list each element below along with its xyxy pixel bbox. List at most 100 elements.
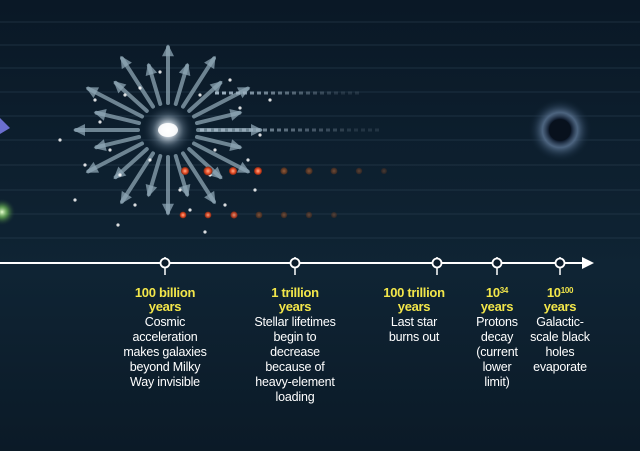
arrow-head — [145, 62, 158, 77]
expansion-arrow — [120, 56, 155, 109]
fading-stars-row — [179, 211, 337, 219]
star-dot — [268, 98, 272, 102]
expansion-arrow — [181, 56, 216, 109]
star-circle — [381, 168, 387, 174]
star-circle — [181, 167, 189, 175]
trail-segment — [277, 128, 281, 132]
milestone-year: 100 billion years — [134, 285, 196, 314]
milestone-description: Galactic- scale black holes evaporate — [530, 315, 590, 374]
tick-marker — [431, 257, 443, 269]
trail-segment — [291, 128, 295, 132]
expansion-arrow — [120, 151, 155, 204]
tick-marker — [491, 257, 503, 269]
tick-marker — [159, 257, 171, 269]
trail-segment — [257, 91, 261, 95]
star-circle — [255, 211, 263, 219]
trail-segment — [284, 128, 288, 132]
trail-segment — [305, 128, 309, 132]
star-circle — [230, 211, 238, 219]
trail-segment — [229, 91, 233, 95]
arrow-head — [85, 87, 100, 99]
star-dot — [228, 78, 232, 82]
trail-segment — [222, 91, 226, 95]
milestone-description: Last star burns out — [388, 315, 440, 344]
expansion-arrow — [86, 141, 145, 174]
star-circle — [330, 167, 338, 175]
timeline-ticks — [159, 257, 566, 275]
star-dot — [246, 158, 250, 162]
star-dot — [73, 198, 77, 202]
arrow-head — [162, 44, 174, 57]
arrow-head — [229, 139, 243, 151]
star-circle — [204, 211, 212, 219]
arrow-head — [236, 161, 251, 173]
trail-segment — [249, 128, 253, 132]
trail-segment — [340, 128, 344, 132]
trail-segment — [368, 128, 372, 132]
star-dot — [133, 203, 137, 207]
star-dot — [238, 106, 242, 110]
arrow-head — [113, 80, 127, 94]
trail-segment — [242, 128, 246, 132]
trail-segment — [355, 91, 359, 95]
arrow-head — [162, 203, 174, 216]
star-circle — [305, 167, 313, 175]
red-stars-row — [181, 166, 387, 176]
trail-segment — [200, 128, 204, 132]
star-circle — [331, 212, 337, 218]
trail-segment — [263, 128, 267, 132]
trail-segment — [361, 128, 365, 132]
trail-segment — [347, 128, 351, 132]
milestone-year: 1034 years — [480, 285, 514, 314]
tick-marker — [289, 257, 301, 269]
milestone-100-billion: 100 billion years Cosmic acceleration ma… — [123, 285, 207, 390]
star-circle — [280, 167, 288, 175]
star-circle — [203, 166, 213, 176]
arrow-head — [120, 190, 132, 205]
trail-segment — [292, 91, 296, 95]
star-dot — [203, 230, 207, 234]
trail-segment — [221, 128, 225, 132]
trail-segment — [327, 91, 331, 95]
star-dot — [58, 138, 62, 142]
star-dot — [148, 158, 152, 162]
trail-segment — [333, 128, 337, 132]
milestone-description: Cosmic acceleration makes galaxies beyon… — [123, 315, 207, 389]
trail-segment — [278, 91, 282, 95]
star-dot — [213, 148, 217, 152]
star-dot — [83, 163, 87, 167]
trail-segment — [341, 91, 345, 95]
background-lines — [0, 21, 640, 239]
star-dot — [108, 148, 112, 152]
arrow-head — [178, 183, 191, 198]
purple-galaxy-edge — [0, 118, 10, 134]
star-dot — [223, 203, 227, 207]
trail-segment — [207, 128, 211, 132]
trail-segment — [348, 91, 352, 95]
arrow-head — [73, 124, 85, 136]
trail-segment — [375, 128, 379, 132]
trail-segment — [354, 128, 358, 132]
expansion-arrow — [191, 141, 250, 174]
green-galaxy-edge — [0, 198, 16, 226]
trail-segment — [256, 128, 260, 132]
black-hole-core — [549, 119, 571, 141]
star-dot — [158, 70, 162, 74]
trail-segment — [236, 91, 240, 95]
arrow-head — [204, 190, 216, 205]
trail-segment — [319, 128, 323, 132]
arrow-head — [113, 166, 127, 180]
arrow-head — [145, 183, 158, 198]
arrow-head — [204, 55, 216, 70]
trail-segment — [306, 91, 310, 95]
trail-segment — [299, 91, 303, 95]
star-circle — [305, 211, 313, 219]
trail-segment — [312, 128, 316, 132]
milestone-year: 1 trillion years — [271, 285, 319, 314]
star-dot — [138, 86, 142, 90]
milestone-year: 100 trillion years — [383, 285, 445, 314]
star-dot — [198, 93, 202, 97]
milestone-description: Stellar lifetimes begin to decrease beca… — [254, 315, 336, 404]
trail-segment — [264, 91, 268, 95]
